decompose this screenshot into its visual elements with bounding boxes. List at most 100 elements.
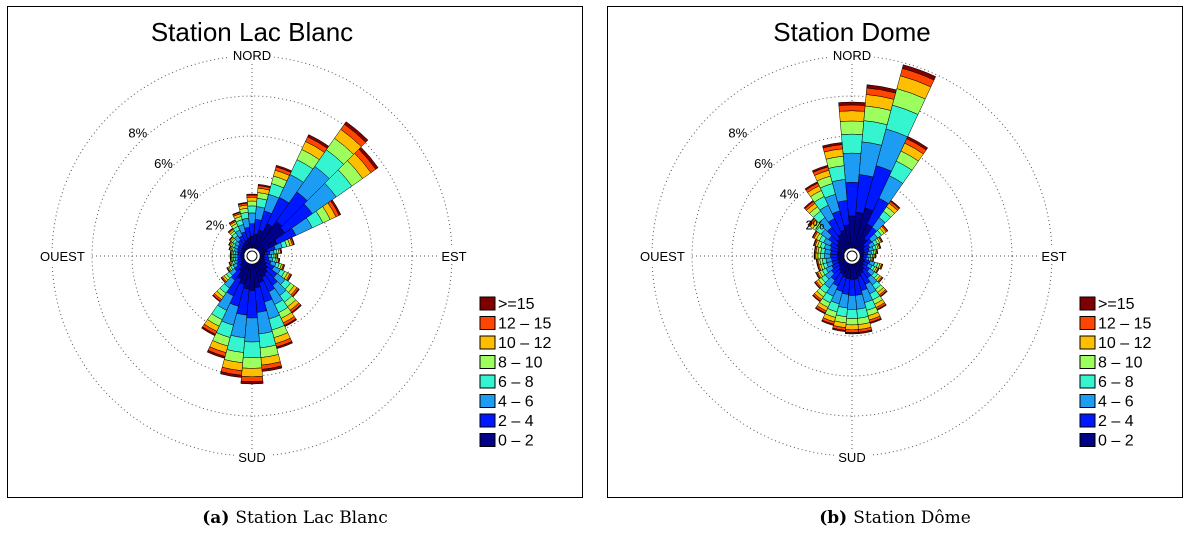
sector-0-class-4 <box>246 200 258 207</box>
rose-center <box>246 250 258 262</box>
direction-label-north: NORD <box>233 48 271 63</box>
sector-270-class-7 <box>813 252 816 260</box>
sector-210-class-7 <box>201 326 216 337</box>
sector-180-class-5 <box>845 324 859 331</box>
legend-swatch <box>1079 316 1096 330</box>
sector-180-class-6 <box>845 329 859 333</box>
chart-title: Station Dome <box>773 17 931 47</box>
caption-letter: (a) <box>202 508 230 528</box>
sector-0-class-6 <box>838 104 866 112</box>
radial-tick-label: 8% <box>728 125 747 140</box>
radial-tick-label: 2% <box>805 217 824 232</box>
direction-label-east: EST <box>1041 249 1066 264</box>
legend-swatch <box>479 316 496 330</box>
direction-label-bg <box>834 449 870 465</box>
legend-swatch <box>479 296 496 311</box>
radial-tick-label: 8% <box>128 125 147 140</box>
direction-label-south: SUD <box>838 450 865 465</box>
figure-caption-b: (b) Station Dôme <box>607 508 1183 528</box>
sector-190-class-7 <box>832 327 846 332</box>
sector-0-class-4 <box>839 120 865 135</box>
radial-tick-label: 4% <box>180 187 199 202</box>
sector-0-class-7 <box>838 101 866 106</box>
sector-350-class-7 <box>237 201 248 206</box>
wind-rose-chart-lac-blanc: Station Lac Blanc 2% 4% 6% 8% NORD SUD OUEST EST… <box>39 17 551 465</box>
legend-swatch <box>479 433 496 447</box>
wind-rose-panel-dome: Station Dome 2% 4% 6% 8% NORD SUD OUEST EST >=15 1… <box>607 6 1183 498</box>
legend-swatch <box>479 394 496 408</box>
sector-180-class-7 <box>240 380 264 385</box>
sector-180-class-4 <box>241 356 263 369</box>
sector-230-class-7 <box>813 281 821 289</box>
sector-240-class-7 <box>815 272 821 280</box>
caption-text: Station Dôme <box>853 508 971 528</box>
sector-110-class-7 <box>880 263 884 270</box>
legend-label: 2 – 4 <box>498 413 534 430</box>
sector-190-class-7 <box>220 371 242 378</box>
sector-80-class-7 <box>280 247 283 254</box>
sector-0-class-2 <box>247 212 257 225</box>
legend-label: 0 – 2 <box>498 433 534 450</box>
rose-center <box>846 250 858 262</box>
sector-30-class-7 <box>906 136 929 151</box>
sector-180-class-3 <box>846 309 858 319</box>
sector-240-class-7 <box>226 267 230 273</box>
sector-20-class-7 <box>901 64 937 81</box>
direction-label-bg <box>234 449 270 465</box>
legend-swatch <box>1079 394 1096 408</box>
sector-40-class-7 <box>343 121 369 143</box>
legend: >=15 12 – 15 10 – 12 8 – 10 6 – 8 4 – 6 2 – 4 0… <box>479 296 551 450</box>
sector-0-class-7 <box>246 193 258 196</box>
direction-label-south: SUD <box>238 450 265 465</box>
legend-label: 2 – 4 <box>1098 413 1134 430</box>
sector-180-class-2 <box>244 317 260 343</box>
sector-180-class-5 <box>241 367 263 378</box>
sector-50-class-7 <box>882 224 889 232</box>
caption-text: Station Lac Blanc <box>235 508 388 528</box>
sector-270-class-4 <box>817 252 821 260</box>
legend-swatch <box>479 413 496 428</box>
sector-200-class-7 <box>206 349 226 359</box>
sector-200-class-7 <box>821 319 835 326</box>
sector-270-class-2 <box>824 253 831 259</box>
direction-label-bg <box>230 47 274 63</box>
sector-group <box>201 121 379 385</box>
legend-label: 6 – 8 <box>498 374 534 391</box>
caption-letter: (b) <box>819 508 848 528</box>
direction-label-bg <box>39 248 89 264</box>
figure-caption-a: (a) Station Lac Blanc <box>7 508 583 528</box>
sector-180-class-3 <box>242 341 262 358</box>
direction-label-north: NORD <box>833 48 871 63</box>
legend-swatch <box>479 335 496 350</box>
direction-label-west: OUEST <box>640 249 685 264</box>
sector-0-class-3 <box>247 205 257 214</box>
radial-tick-label: 4% <box>780 187 799 202</box>
sector-180-class-7 <box>844 332 860 335</box>
direction-label-west: OUEST <box>40 249 85 264</box>
sector-270-class-5 <box>815 252 819 260</box>
legend-label: 8 – 10 <box>1098 355 1143 372</box>
legend-label: 0 – 2 <box>1098 433 1134 450</box>
sector-70-class-7 <box>290 237 295 246</box>
sector-180-class-6 <box>240 376 264 382</box>
legend-swatch <box>1079 433 1096 447</box>
sector-250-class-7 <box>228 261 231 267</box>
legend-swatch <box>1079 355 1096 369</box>
legend-swatch <box>1079 413 1096 428</box>
sector-0-class-2 <box>842 152 862 183</box>
direction-label-bg <box>830 47 874 63</box>
legend-label: 6 – 8 <box>1098 374 1134 391</box>
direction-label-east: EST <box>441 249 466 264</box>
sector-350-class-7 <box>822 142 843 149</box>
sector-0-class-5 <box>246 196 258 202</box>
legend-label: 10 – 12 <box>1098 335 1151 352</box>
direction-label-bg <box>438 248 468 264</box>
legend-label: >=15 <box>1098 296 1135 313</box>
sector-80-class-7 <box>876 248 879 255</box>
sector-40-class-7 <box>889 199 901 210</box>
sector-210-class-7 <box>814 307 826 315</box>
chart-title: Station Lac Blanc <box>151 17 353 47</box>
legend-label: 10 – 12 <box>498 335 551 352</box>
sector-180-class-4 <box>845 318 859 326</box>
legend-label: 4 – 6 <box>1098 394 1134 411</box>
